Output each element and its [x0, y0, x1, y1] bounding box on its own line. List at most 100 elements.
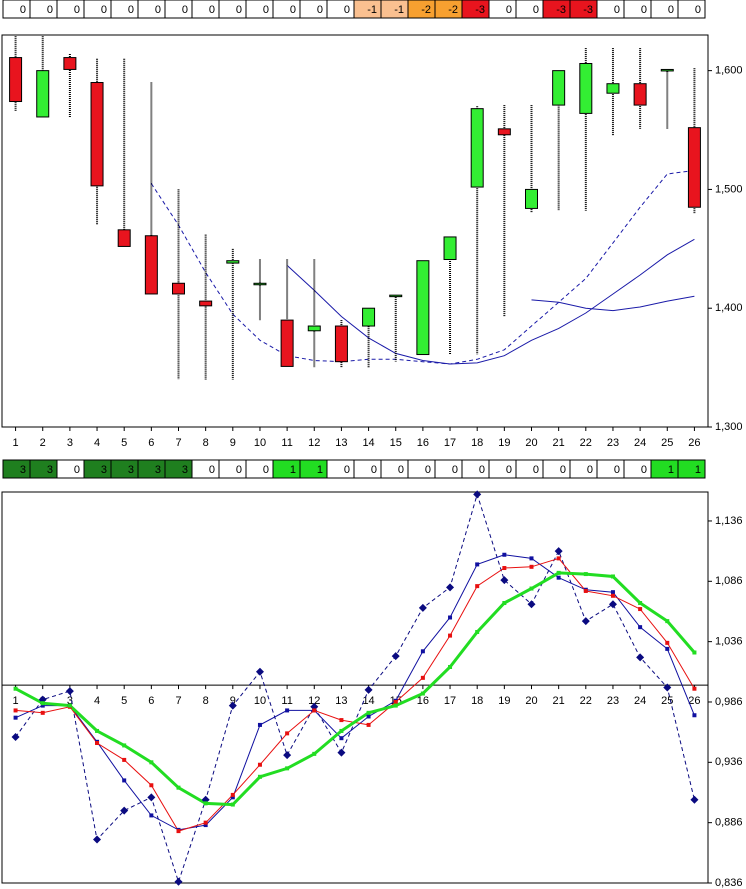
- y-tick-label: 0,886: [715, 817, 743, 829]
- point-marker: [554, 547, 563, 556]
- candle-body: [362, 307, 376, 327]
- point-marker: [610, 590, 615, 595]
- point-marker: [502, 566, 507, 571]
- candle-body: [172, 282, 185, 295]
- point-marker: [93, 835, 102, 844]
- strip-value: 0: [155, 4, 161, 16]
- point-marker: [176, 829, 181, 834]
- point-marker: [366, 714, 371, 719]
- point-marker: [230, 792, 235, 797]
- strip-value: 0: [236, 4, 242, 16]
- x-tick-label: 22: [580, 437, 592, 449]
- x-tick-label: 15: [390, 437, 402, 449]
- y-tick-label: 0,986: [715, 696, 743, 708]
- point-marker: [147, 793, 156, 802]
- point-marker: [339, 718, 344, 723]
- point-marker: [13, 686, 18, 691]
- point-marker: [176, 785, 181, 790]
- candle-body: [416, 260, 430, 356]
- strip-value: -1: [394, 4, 404, 16]
- point-marker: [122, 778, 127, 783]
- point-marker: [475, 584, 480, 589]
- point-marker: [420, 675, 425, 680]
- candle-body: [552, 70, 566, 106]
- x-tick-label: 6: [148, 695, 154, 707]
- point-marker: [393, 699, 398, 704]
- point-marker: [665, 619, 670, 624]
- strip-value: 0: [560, 464, 566, 476]
- point-marker: [502, 552, 507, 557]
- point-marker: [366, 710, 371, 715]
- strip-value: -3: [583, 4, 593, 16]
- y-tick-label: 0,936: [715, 756, 743, 768]
- x-tick-label: 11: [281, 437, 292, 449]
- x-tick-label: 26: [688, 437, 700, 449]
- strip-value: -3: [475, 4, 485, 16]
- point-marker: [285, 766, 290, 771]
- point-marker: [391, 652, 400, 661]
- candle-body: [525, 188, 538, 209]
- candle-body: [144, 235, 158, 295]
- candle-body: [280, 319, 294, 367]
- point-marker: [255, 667, 264, 676]
- strip-value: 3: [155, 464, 161, 476]
- point-marker: [556, 570, 561, 575]
- x-tick-label: 9: [230, 695, 236, 707]
- y-tick-label: 1,136: [715, 515, 743, 527]
- strip-value: 0: [101, 4, 107, 16]
- strip-value: 3: [128, 464, 134, 476]
- series-line: [15, 554, 695, 831]
- candle-body: [334, 325, 348, 363]
- point-marker: [663, 683, 672, 692]
- candle-body: [117, 229, 131, 247]
- x-tick-label: 5: [121, 695, 127, 707]
- strip-value: -2: [448, 4, 458, 16]
- strip-value: 0: [506, 464, 512, 476]
- point-marker: [366, 722, 371, 727]
- point-marker: [149, 760, 154, 765]
- x-tick-label: 10: [254, 695, 266, 707]
- point-marker: [149, 783, 154, 788]
- point-marker: [40, 701, 45, 706]
- strip-value: 3: [20, 464, 26, 476]
- x-tick-label: 24: [634, 695, 646, 707]
- point-marker: [610, 574, 615, 579]
- x-tick-label: 16: [417, 437, 429, 449]
- point-marker: [257, 762, 262, 767]
- y-tick-label: 1,500: [715, 183, 743, 195]
- strip-value: 0: [668, 4, 674, 16]
- point-marker: [203, 820, 208, 825]
- x-tick-label: 18: [471, 695, 483, 707]
- point-marker: [228, 701, 237, 710]
- x-tick-label: 3: [67, 695, 73, 707]
- x-tick-label: 12: [308, 437, 320, 449]
- point-marker: [339, 728, 344, 733]
- y-tick-label: 0,836: [715, 877, 743, 889]
- candle-body: [660, 68, 674, 72]
- candle-body: [606, 83, 620, 94]
- point-marker: [339, 736, 344, 741]
- point-marker: [556, 575, 561, 580]
- point-marker: [95, 741, 100, 746]
- strip-value: 0: [695, 4, 701, 16]
- plot-frame: [1, 491, 709, 884]
- indicator-line: [286, 238, 695, 365]
- strip-value: 0: [641, 4, 647, 16]
- x-tick-label: 13: [335, 437, 347, 449]
- strip-value: 0: [614, 4, 620, 16]
- strip-value: 0: [209, 4, 215, 16]
- candle-body: [389, 294, 403, 298]
- candle-body: [36, 70, 50, 118]
- x-tick-label: 23: [607, 695, 619, 707]
- point-marker: [529, 564, 534, 569]
- strip-value: -2: [421, 4, 431, 16]
- point-marker: [665, 646, 670, 651]
- point-marker: [13, 715, 18, 720]
- y-tick-label: 1,600: [715, 65, 743, 77]
- point-marker: [473, 490, 482, 499]
- candle-body: [579, 63, 593, 114]
- series-line: [14, 571, 696, 807]
- x-tick-label: 2: [40, 437, 46, 449]
